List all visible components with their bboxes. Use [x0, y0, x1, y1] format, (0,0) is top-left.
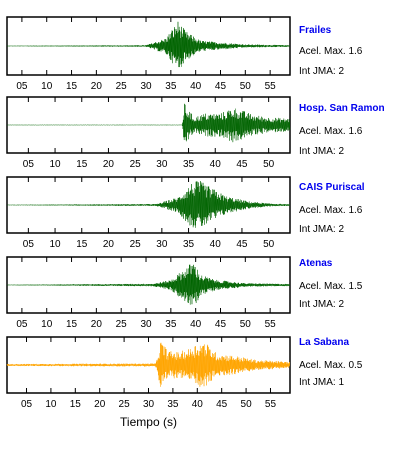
waveform-line [6, 264, 290, 305]
x-tick-label: 35 [165, 81, 177, 92]
x-tick-label: 20 [94, 399, 106, 410]
x-tick-label: 20 [103, 159, 115, 170]
x-tick-label: 40 [210, 159, 222, 170]
x-tick-label: 15 [70, 399, 82, 410]
x-tick-label: 20 [91, 319, 103, 330]
x-tick-label: 30 [156, 159, 168, 170]
x-tick-label: 40 [192, 399, 204, 410]
jma-intensity-label: Int JMA: 2 [299, 224, 345, 235]
station-title: CAIS Puriscal [299, 182, 365, 193]
peak-acceleration-label: Acel. Max. 1.5 [299, 281, 363, 292]
waveform-line [6, 342, 291, 387]
x-tick-label: 35 [183, 239, 195, 250]
jma-intensity-label: Int JMA: 2 [299, 299, 345, 310]
x-tick-label: 25 [116, 319, 128, 330]
x-tick-label: 30 [156, 239, 168, 250]
x-tick-label: 10 [45, 399, 57, 410]
x-tick-label: 10 [49, 239, 61, 250]
jma-intensity-label: Int JMA: 2 [299, 146, 345, 157]
peak-acceleration-label: Acel. Max. 1.6 [299, 205, 363, 216]
x-tick-label: 40 [190, 81, 202, 92]
x-tick-label: 05 [21, 399, 33, 410]
x-tick-label: 10 [41, 81, 53, 92]
station-title: Hosp. San Ramon [299, 103, 385, 114]
x-tick-label: 05 [23, 159, 35, 170]
x-tick-label: 25 [130, 239, 142, 250]
x-tick-label: 15 [66, 319, 78, 330]
station-title: Atenas [299, 258, 333, 269]
peak-acceleration-label: Acel. Max. 1.6 [299, 46, 363, 57]
waveform-line [6, 103, 291, 143]
peak-acceleration-label: Acel. Max. 0.5 [299, 360, 363, 371]
x-tick-label: 20 [103, 239, 115, 250]
x-tick-label: 40 [210, 239, 222, 250]
x-tick-label: 15 [66, 81, 78, 92]
x-tick-label: 45 [215, 81, 227, 92]
x-tick-label: 35 [183, 159, 195, 170]
jma-intensity-label: Int JMA: 1 [299, 377, 345, 388]
x-tick-label: 05 [23, 239, 35, 250]
x-tick-label: 55 [265, 319, 277, 330]
station-title: La Sabana [299, 337, 350, 348]
x-tick-label: 35 [165, 319, 177, 330]
x-tick-label: 15 [76, 159, 88, 170]
x-tick-label: 50 [240, 81, 252, 92]
x-tick-label: 25 [119, 399, 131, 410]
x-tick-label: 30 [143, 399, 155, 410]
x-tick-label: 45 [215, 319, 227, 330]
x-tick-label: 05 [16, 81, 28, 92]
x-tick-label: 45 [236, 159, 248, 170]
station-title: Frailes [299, 25, 332, 36]
x-tick-label: 45 [216, 399, 228, 410]
x-tick-label: 20 [91, 81, 103, 92]
x-tick-label: 35 [167, 399, 179, 410]
waveform-line [6, 21, 290, 68]
x-tick-label: 10 [41, 319, 53, 330]
x-tick-label: 50 [240, 319, 252, 330]
x-tick-label: 30 [140, 319, 152, 330]
x-tick-label: 55 [265, 81, 277, 92]
peak-acceleration-label: Acel. Max. 1.6 [299, 126, 363, 137]
x-tick-label: 25 [116, 81, 128, 92]
waveform-line [6, 181, 291, 228]
x-tick-label: 25 [130, 159, 142, 170]
jma-intensity-label: Int JMA: 2 [299, 66, 345, 77]
x-tick-label: 15 [76, 239, 88, 250]
x-tick-label: 50 [241, 399, 253, 410]
x-tick-label: 55 [265, 399, 277, 410]
x-tick-label: 50 [263, 159, 275, 170]
x-tick-label: 05 [16, 319, 28, 330]
x-tick-label: 30 [140, 81, 152, 92]
x-axis-label: Tiempo (s) [120, 415, 177, 429]
x-tick-label: 40 [190, 319, 202, 330]
x-tick-label: 45 [236, 239, 248, 250]
x-tick-label: 10 [49, 159, 61, 170]
x-tick-label: 50 [263, 239, 275, 250]
